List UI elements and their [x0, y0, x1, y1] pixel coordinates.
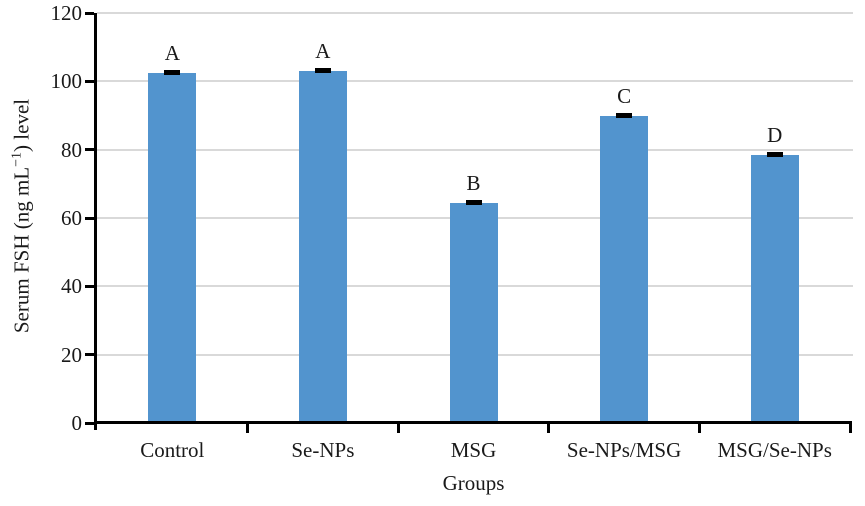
y-axis-tick — [85, 79, 94, 83]
x-category-label: MSG/Se-NPs — [717, 438, 832, 462]
error-cap-se-nps-msg — [616, 112, 633, 118]
error-cap-msg-se-nps — [766, 151, 783, 157]
y-axis-tick — [85, 11, 94, 15]
gridline — [97, 148, 853, 151]
x-axis-tick — [246, 424, 250, 433]
bar-msg-se-nps — [750, 154, 799, 423]
y-axis-tick-label: 100 — [50, 69, 83, 94]
bar-se-nps — [298, 71, 347, 423]
x-axis-line — [94, 421, 852, 424]
y-axis-tick-label: 0 — [71, 411, 83, 435]
y-axis-tick — [85, 216, 94, 220]
bar-letter-label: B — [466, 170, 481, 195]
error-cap-msg — [465, 199, 482, 205]
x-axis-tick — [848, 424, 852, 433]
x-axis-tick — [697, 424, 701, 433]
y-axis-tick-label: 60 — [61, 206, 82, 230]
y-axis-tick — [85, 353, 94, 357]
y-axis-line — [94, 13, 97, 430]
bar-letter-label: C — [617, 83, 632, 108]
y-axis-tick — [85, 421, 94, 425]
error-cap-control — [164, 69, 181, 75]
bar-se-nps-msg — [600, 115, 649, 423]
y-axis-tick — [85, 148, 94, 152]
gridline — [97, 80, 853, 83]
gridline — [97, 12, 853, 14]
bar-letter-label: A — [315, 39, 331, 64]
y-axis-tick-label: 120 — [50, 1, 83, 25]
x-axis-tick — [396, 424, 400, 433]
y-axis-tick-label: 20 — [61, 342, 82, 367]
bar-msg — [449, 202, 498, 423]
bar-letter-label: D — [767, 122, 783, 147]
y-axis-tick-label: 80 — [61, 137, 82, 162]
x-axis-tick — [547, 424, 551, 433]
y-axis-title-text: Serum FSH (ng mL — [9, 166, 34, 334]
x-axis-title: Groups — [442, 471, 505, 495]
bar-letter-label: A — [164, 40, 180, 65]
x-category-label: Se-NPs — [291, 438, 355, 462]
y-axis-tick — [85, 284, 94, 288]
bar-control — [148, 72, 197, 423]
y-axis-tick-label: 40 — [61, 274, 82, 299]
x-category-label: Control — [140, 438, 205, 462]
error-cap-se-nps — [314, 68, 331, 74]
x-category-label: Se-NPs/MSG — [566, 438, 682, 462]
x-category-label: MSG — [450, 438, 497, 462]
